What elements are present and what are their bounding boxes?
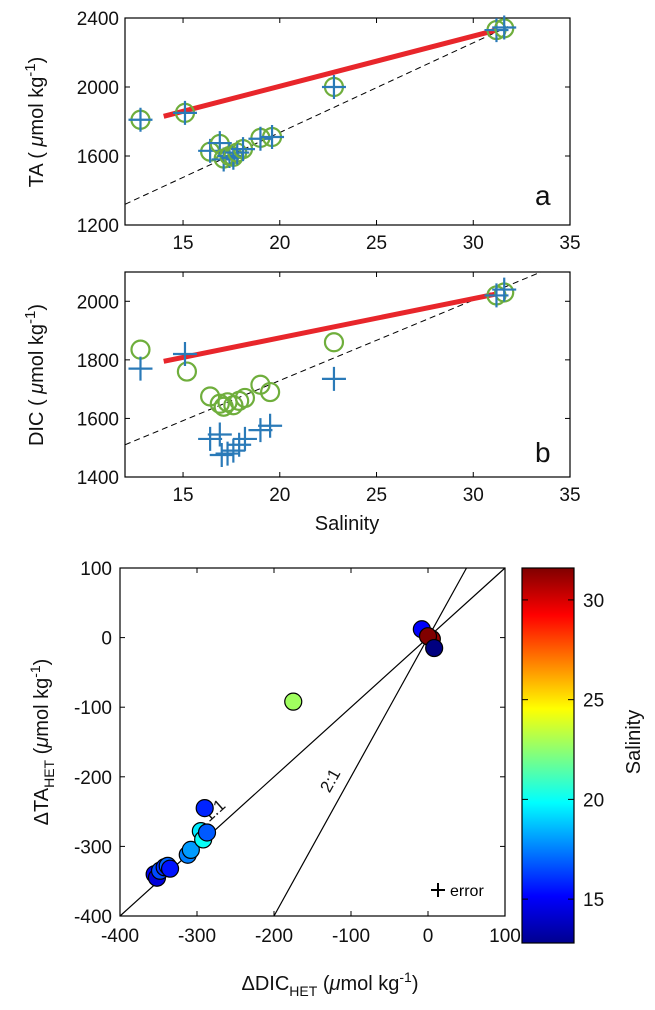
y-tick-label: 1400 — [77, 468, 119, 489]
x-tick-label: 15 — [172, 233, 193, 254]
panel-a-lines — [124, 26, 509, 205]
panel-b-chart: 15 20 25 30 35 1400 1600 1800 2000 b DIC ( μmol … — [22, 271, 581, 535]
x-tick-label: -200 — [255, 926, 293, 947]
circle-marker — [323, 332, 345, 353]
data-point — [195, 799, 214, 818]
y-tick-label: 1800 — [77, 351, 119, 372]
panel-b-xlabel: Salinity — [315, 513, 379, 535]
y-tick-label: 100 — [80, 559, 112, 580]
panel-b-ticks: 15 20 25 30 35 1400 1600 1800 2000 — [77, 272, 581, 506]
x-tick-label: 35 — [559, 233, 580, 254]
data-point — [197, 823, 217, 842]
plus-marker — [232, 426, 257, 451]
colorbar-tick-label: 25 — [583, 691, 604, 712]
circle-marker — [176, 361, 198, 382]
plus-marker — [225, 140, 250, 165]
panel-b-marks — [128, 277, 517, 468]
plus-marker — [321, 366, 346, 391]
ratio-line-2-1 — [273, 567, 468, 917]
y-tick-label: 2400 — [77, 9, 119, 30]
colorbar-gradient — [521, 567, 575, 944]
y-tick-label: 1200 — [77, 216, 119, 237]
x-tick-label: 25 — [366, 485, 387, 506]
circle-marker — [223, 395, 244, 416]
x-tick-label: -400 — [101, 926, 139, 947]
x-tick-label: 30 — [463, 485, 484, 506]
panel-a-marks — [128, 15, 517, 172]
panel-c-marks — [145, 620, 444, 887]
y-tick-label: 2000 — [77, 292, 119, 313]
plus-marker — [207, 422, 232, 447]
dilution-dashed-line — [124, 26, 509, 205]
panel-a-letter: a — [535, 180, 551, 211]
x-tick-label: 100 — [489, 926, 521, 947]
fit-line — [163, 291, 497, 364]
y-tick-label: 1600 — [77, 147, 119, 168]
x-tick-label: -300 — [178, 926, 216, 947]
panel-c-ticks: -400 -300 -200 -100 0 100 -400 -300 -200 -100 0 100 — [74, 559, 521, 947]
plus-marker — [172, 342, 197, 366]
x-tick-label: 20 — [269, 485, 290, 506]
plus-marker — [492, 15, 517, 40]
circle-marker — [209, 393, 230, 414]
x-tick-label: -100 — [332, 926, 370, 947]
salinity-colorbar: 15 20 25 30 Salinity — [521, 567, 645, 944]
plus-marker — [172, 100, 197, 125]
legend-error-label: error — [450, 883, 484, 900]
y-tick-label: -200 — [74, 768, 112, 789]
x-tick-label: 35 — [559, 485, 580, 506]
plus-marker — [221, 438, 246, 463]
panel-c-ylabel: ΔTAHET (μmol kg-1) — [27, 659, 57, 826]
plus-marker — [321, 75, 346, 99]
colorbar-tick-label: 30 — [583, 591, 604, 612]
plus-marker — [492, 277, 517, 302]
y-tick-label: 2000 — [77, 78, 119, 99]
x-tick-label: 0 — [423, 926, 434, 947]
panel-a-ylabel: TA ( μmol kg-1) — [22, 57, 48, 188]
colorbar-label: Salinity — [623, 710, 645, 774]
data-point — [160, 859, 180, 878]
panel-c-xlabel: ΔDICHET (μmol kg-1) — [241, 969, 418, 999]
fit-line — [163, 27, 498, 119]
panel-c-chart: -400 -300 -200 -100 0 100 -400 -300 -200 -100 0 100… — [27, 559, 521, 999]
data-point — [284, 692, 303, 711]
plus-marker — [231, 137, 256, 162]
plus-marker — [198, 426, 223, 451]
plus-marker — [248, 126, 273, 151]
plus-marker — [248, 418, 273, 443]
x-tick-label: 30 — [463, 233, 484, 254]
circle-marker — [260, 381, 281, 403]
panel-c-legend: error — [431, 883, 484, 900]
plus-marker — [128, 356, 153, 381]
panel-b-lines — [124, 271, 542, 446]
x-tick-label: 25 — [366, 233, 387, 254]
plus-marker — [209, 443, 234, 468]
y-tick-label: 0 — [101, 629, 112, 650]
legend-error-symbol — [431, 883, 445, 897]
plus-marker — [260, 125, 285, 150]
x-tick-label: 20 — [269, 233, 290, 254]
data-point — [181, 840, 200, 859]
colorbar-ticks: 15 20 25 30 — [522, 591, 604, 911]
colorbar-tick-label: 15 — [583, 890, 604, 911]
panel-b-letter: b — [535, 437, 551, 468]
plus-marker — [128, 107, 153, 132]
y-tick-label: 1600 — [77, 409, 119, 430]
y-tick-label: -300 — [74, 837, 112, 858]
colorbar-tick-label: 20 — [583, 790, 604, 811]
panel-a-frame — [124, 17, 571, 226]
plus-marker — [258, 413, 283, 438]
panel-a-chart: 15 20 25 30 35 1200 1600 2000 2400 a TA ( μmol k… — [22, 9, 581, 254]
data-point — [425, 638, 444, 658]
panel-b-ylabel: DIC ( μmol kg-1) — [22, 304, 48, 446]
plus-marker — [227, 432, 252, 457]
x-tick-label: 15 — [172, 485, 193, 506]
panel-a-ticks: 15 20 25 30 35 1200 1600 2000 2400 — [77, 9, 581, 254]
y-tick-label: -400 — [74, 907, 112, 928]
circle-marker — [234, 387, 256, 409]
y-tick-label: -100 — [74, 698, 112, 719]
